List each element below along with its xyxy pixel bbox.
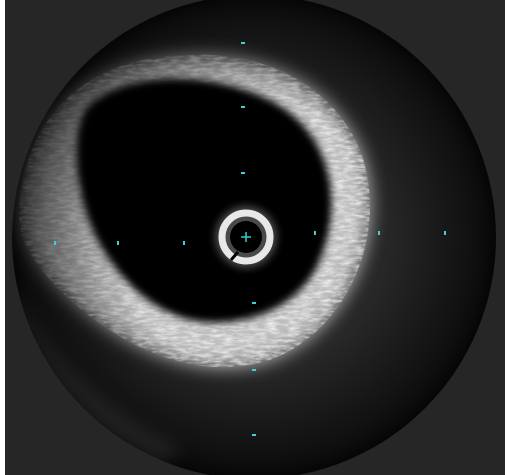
tissue [12, 0, 496, 475]
guidewire [229, 251, 240, 261]
marker [252, 302, 256, 304]
marker [117, 241, 119, 245]
catheter [215, 206, 277, 268]
marker [241, 42, 245, 44]
marker [314, 231, 316, 235]
marker [252, 434, 256, 436]
marker [54, 241, 56, 245]
marker [378, 231, 380, 235]
marker [444, 231, 446, 235]
catheter-ring [218, 209, 274, 265]
calibration-markers [54, 42, 446, 436]
crosshair [241, 232, 251, 242]
marker [252, 369, 256, 371]
marker [241, 106, 245, 108]
marker [183, 241, 185, 245]
marker [241, 172, 245, 174]
